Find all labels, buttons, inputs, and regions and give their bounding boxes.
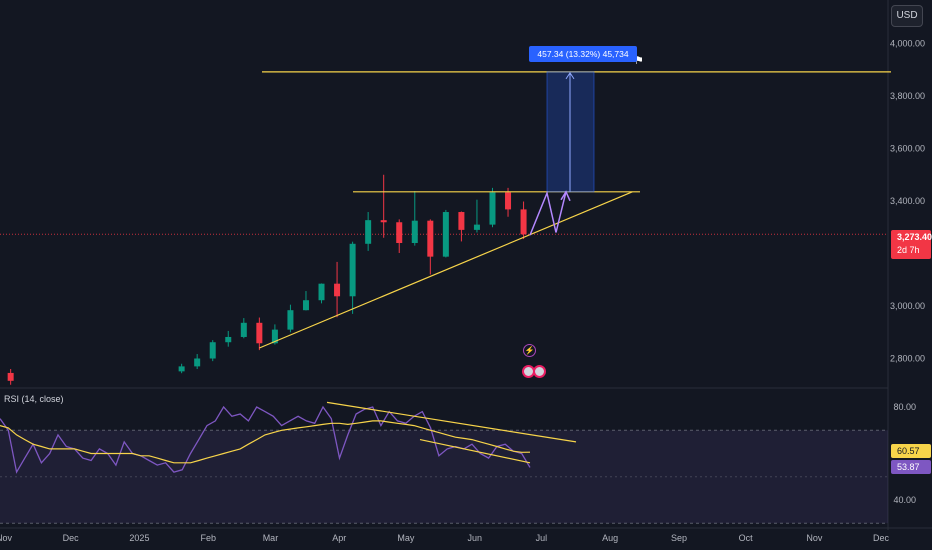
price-tick-label: 3,600.00 [890,144,925,154]
time-tick-label: Mar [263,533,279,543]
candle-body [334,283,341,297]
candle-body [256,322,263,344]
candle-body [427,220,434,257]
time-tick-label: Jul [536,533,548,543]
lightning-icon[interactable]: ⚡ [523,344,536,357]
candle-body [178,366,185,372]
rsi-trendline [419,438,531,464]
time-tick-label: Nov [806,533,823,543]
time-tick-label: Feb [201,533,217,543]
candle-body [458,212,465,230]
us-flag-icon[interactable] [533,365,546,378]
projection-arrowhead [560,190,571,202]
candle-body [240,322,247,337]
candle-body [7,372,14,381]
ascending-support-line [259,191,633,349]
rsi-line [0,405,531,474]
rsi-ma-line [0,420,531,464]
candle-body [380,220,387,223]
rsi-band-fill [0,430,888,524]
time-tick-label: Aug [602,533,618,543]
candle-body [349,243,356,297]
candle-body [194,358,201,367]
price-tick-label: 2,800.00 [890,354,925,364]
candle-body [473,224,480,230]
flag-icon[interactable]: ⚑ [634,55,644,67]
candle-body [271,329,278,344]
candle-body [209,342,216,359]
measure-arrowhead [565,71,575,80]
candle-body [302,300,309,311]
candle-body [287,310,294,330]
time-tick-label: Oct [739,533,754,543]
rsi-ma-value: 60.57 [891,444,931,458]
last-price: 3,273.40 [897,232,932,242]
candle-body [489,192,496,225]
price-tick-label: 3,400.00 [890,196,925,206]
time-tick-label: Dec [63,533,80,543]
time-tick-label: Nov [0,533,12,543]
price-tick-label: 4,000.00 [890,39,925,49]
time-tick-label: Jun [467,533,482,543]
candle-body [505,192,512,210]
measure-label: 457.34 (13.32%) 45,734 [529,46,637,62]
rsi-title: RSI (14, close) [4,394,64,404]
rsi-tick-label: 80.00 [893,402,916,412]
time-tick-label: May [397,533,415,543]
candle-body [442,212,449,257]
candle-body [365,220,372,244]
projection-path [529,190,567,236]
time-tick-label: Apr [332,533,346,543]
rsi-tick-label: 40.00 [893,495,916,505]
candle-body [225,336,232,343]
currency-selector[interactable]: USD [891,5,923,27]
last-price-tag: 3,273.40 2d 7h [891,230,932,259]
candle-body [520,209,527,235]
time-tick-label: Dec [873,533,890,543]
price-tick-label: 3,000.00 [890,301,925,311]
price-tick-label: 3,800.00 [890,91,925,101]
rsi-trendline [326,401,577,443]
candle-body [318,283,325,301]
bar-countdown: 2d 7h [897,245,920,255]
candle-body [396,222,403,243]
time-tick-label: Sep [671,533,687,543]
candle-body [411,220,418,243]
time-tick-label: 2025 [129,533,149,543]
rsi-value: 53.87 [891,460,931,474]
